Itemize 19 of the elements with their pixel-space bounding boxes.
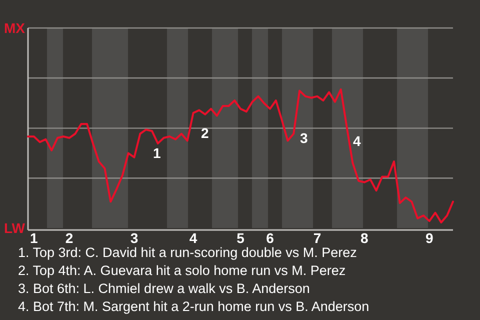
text: 2. Top 4th: A. Guevara hit a solo home run vs M. Perez [18,263,346,278]
text: 1. Top 3rd: C. David hit a run-scoring double vs M. Perez [18,245,358,260]
text: 4. Bot 7th: M. Sargent hit a 2-run home run vs B. Anderson [18,299,370,314]
x-tick-label: 1 [30,230,38,246]
text: 3. Bot 6th: L. Chmiel drew a walk vs B. Anderson [18,281,310,296]
x-tick-label: 9 [425,230,434,246]
annotation: 4 [353,133,361,149]
x-tick-label: 3 [130,230,138,246]
x-tick-label: 2 [65,230,74,246]
annotation: 2 [201,125,209,141]
annotation: 1 [153,145,161,161]
x-tick-label: 4 [189,230,198,246]
text: LW [4,220,26,236]
x-tick-label: 8 [360,230,369,246]
x-tick-label: 7 [313,230,322,246]
annotation: 3 [300,130,308,146]
x-tick-label: 5 [236,230,245,246]
x-tick-label: 6 [266,230,274,246]
text: MX [4,20,26,36]
